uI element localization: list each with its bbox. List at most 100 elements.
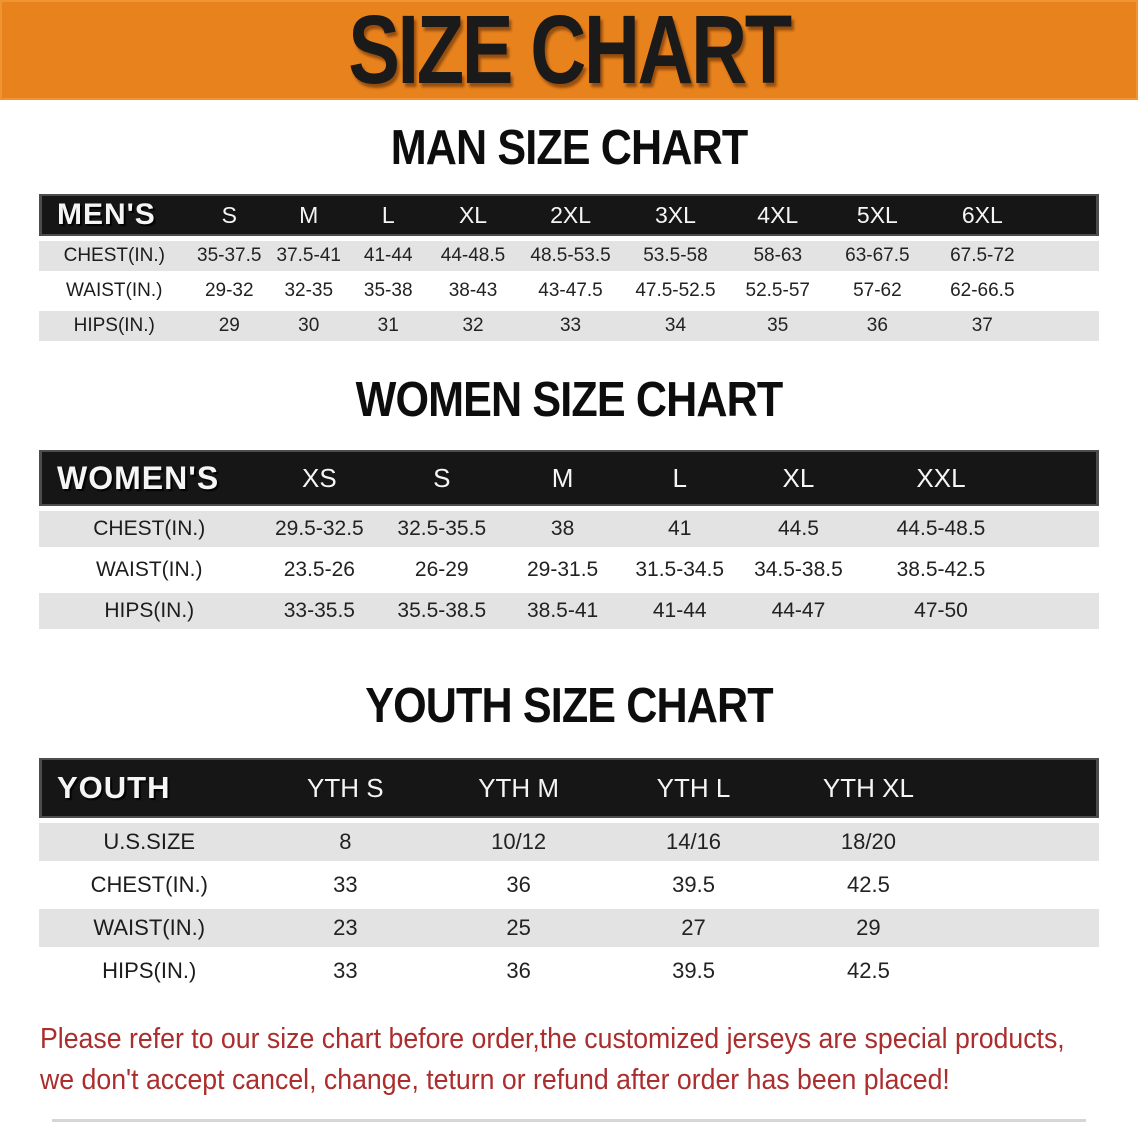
row-label: HIPS(IN.): [39, 311, 190, 341]
value-cell: 37: [927, 311, 1038, 341]
row-label: WAIST(IN.): [95, 558, 203, 581]
women-table-title: WOMEN'S: [39, 450, 260, 506]
spacer-cell: [955, 823, 1099, 861]
column-header: L: [620, 450, 739, 506]
value-cell: 33: [333, 958, 358, 983]
value-cell: 44.5: [738, 511, 859, 547]
disclaimer-line-2: we don't accept cancel, change, teturn o…: [40, 1064, 950, 1097]
women-size-chart-section: WOMEN SIZE CHART WOMEN'S XS S M L XL XXL CHEST(…: [0, 376, 1138, 634]
table-row: U.S.SIZE 8 10/12 14/16 18/20: [39, 823, 1099, 861]
value-cell: 39.5: [672, 958, 715, 983]
value-cell: 39.5: [672, 872, 715, 897]
column-header: YTH S: [259, 758, 432, 818]
value-cell: 38: [504, 511, 621, 547]
value-cell: 32.5-35.5: [379, 511, 505, 547]
table-header-row: MEN'S S M L XL 2XL 3XL 4XL 5XL 6XL: [39, 194, 1099, 236]
value-cell: 42.5: [847, 872, 890, 897]
row-label: WAIST(IN.): [66, 280, 163, 301]
column-header: XL: [738, 450, 859, 506]
value-cell: 53.5-58: [623, 241, 728, 271]
value-cell: 29-32: [204, 280, 254, 301]
banner-title: SIZE CHART: [348, 0, 792, 104]
value-cell: 23: [259, 909, 432, 947]
column-header: XL: [427, 194, 519, 236]
column-header: 3XL: [623, 194, 728, 236]
spacer-cell: [1037, 311, 1099, 341]
column-header: YTH L: [606, 758, 781, 818]
row-label: HIPS(IN.): [102, 958, 197, 983]
value-cell: 35-37.5: [189, 241, 269, 271]
value-cell: 41-44: [348, 241, 428, 271]
value-cell: 29-31.5: [526, 558, 599, 581]
spacer-cell: [1024, 552, 1099, 588]
value-cell: 26-29: [414, 558, 469, 581]
column-header: 5XL: [827, 194, 928, 236]
value-cell: 33: [518, 311, 623, 341]
value-cell: 57-62: [853, 280, 902, 301]
column-header: 2XL: [518, 194, 623, 236]
value-cell: 29.5-32.5: [259, 511, 380, 547]
youth-size-table: YOUTH YTH S YTH M YTH L YTH XL U.S.SIZE 8 10/12…: [39, 753, 1099, 995]
table-row: CHEST(IN.) 33 36 39.5 42.5: [39, 866, 1099, 904]
column-header: 4XL: [727, 194, 828, 236]
value-cell: 52.5-57: [745, 280, 810, 301]
size-chart-banner: SIZE CHART: [0, 0, 1138, 100]
youth-section-heading: YOUTH SIZE CHART: [365, 679, 773, 733]
table-header-row: WOMEN'S XS S M L XL XXL: [39, 450, 1099, 506]
table-row: HIPS(IN.) 29 30 31 32 33 34 35 36 37: [39, 311, 1099, 341]
value-cell: 38-43: [448, 280, 498, 301]
value-cell: 43-47.5: [538, 280, 603, 301]
value-cell: 27: [606, 909, 781, 947]
row-label: HIPS(IN.): [39, 593, 260, 629]
value-cell: 33: [333, 872, 358, 897]
column-header: S: [379, 450, 505, 506]
disclaimer-line-1: Please refer to our size chart before or…: [40, 1023, 1065, 1055]
women-size-table: WOMEN'S XS S M L XL XXL CHEST(IN.) 29.5-32.5 32.5…: [39, 445, 1099, 634]
value-cell: 41: [620, 511, 739, 547]
table-row: CHEST(IN.) 29.5-32.5 32.5-35.5 38 41 44.5 44.5…: [39, 511, 1099, 547]
column-header: XS: [259, 450, 380, 506]
column-header: L: [348, 194, 428, 236]
value-cell: 31.5-34.5: [635, 558, 725, 581]
value-cell: 44-47: [738, 593, 859, 629]
value-cell: 29: [780, 909, 956, 947]
value-cell: 63-67.5: [827, 241, 928, 271]
value-cell: 31: [348, 311, 428, 341]
value-cell: 36: [827, 311, 928, 341]
men-section-heading: MAN SIZE CHART: [390, 121, 748, 175]
value-cell: 29: [189, 311, 269, 341]
value-cell: 47-50: [858, 593, 1024, 629]
value-cell: 35: [727, 311, 828, 341]
column-header: YTH XL: [780, 758, 956, 818]
value-cell: 44.5-48.5: [858, 511, 1024, 547]
bottom-edge-line: [52, 1119, 1086, 1123]
value-cell: 25: [431, 909, 607, 947]
value-cell: 8: [259, 823, 432, 861]
value-cell: 42.5: [847, 958, 890, 983]
column-header: S: [189, 194, 269, 236]
men-table-title: MEN'S: [39, 194, 190, 236]
table-row: WAIST(IN.) 23 25 27 29: [39, 909, 1099, 947]
row-label: CHEST(IN.): [39, 241, 190, 271]
row-label: CHEST(IN.): [90, 872, 208, 897]
value-cell: 35-38: [363, 280, 413, 301]
value-cell: 32: [427, 311, 519, 341]
spacer-cell: [956, 866, 1099, 904]
spacer-cell: [1023, 593, 1099, 629]
value-cell: 67.5-72: [927, 241, 1038, 271]
value-cell: 37.5-41: [269, 241, 349, 271]
youth-table-title: YOUTH: [39, 758, 260, 818]
column-header: YTH M: [431, 758, 607, 818]
table-row: WAIST(IN.) 23.5-26 26-29 29-31.5 31.5-34.5 34…: [39, 552, 1099, 588]
value-cell: 18/20: [780, 823, 956, 861]
table-header-row: YOUTH YTH S YTH M YTH L YTH XL: [39, 758, 1099, 818]
column-header: M: [269, 194, 349, 236]
table-row: CHEST(IN.) 35-37.5 37.5-41 41-44 44-48.5 48.5…: [39, 241, 1099, 271]
header-spacer-cell: [1037, 194, 1099, 236]
men-size-table: MEN'S S M L XL 2XL 3XL 4XL 5XL 6XL CHEST(IN.) 35-37…: [39, 189, 1099, 346]
header-spacer-cell: [955, 758, 1099, 818]
value-cell: 48.5-53.5: [518, 241, 623, 271]
value-cell: 41-44: [620, 593, 739, 629]
value-cell: 62-66.5: [950, 280, 1015, 301]
value-cell: 36: [506, 872, 531, 897]
